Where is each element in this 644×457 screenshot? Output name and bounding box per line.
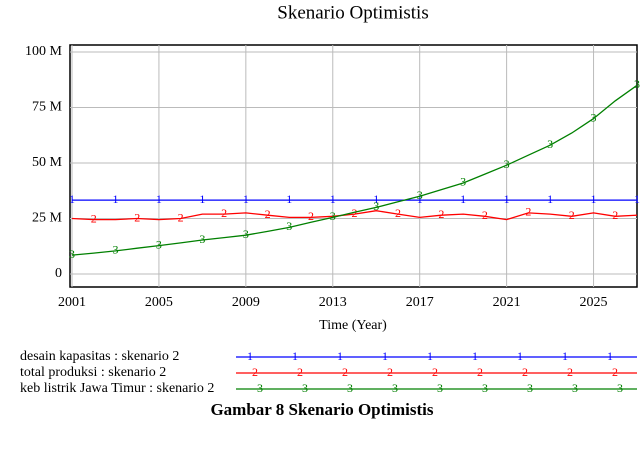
x-tick-label: 2009 [232, 295, 260, 310]
series-marker: 3 [69, 247, 75, 261]
legend-marker: 1 [247, 349, 253, 363]
series-marker: 2 [612, 208, 618, 222]
series-marker: 2 [178, 210, 184, 224]
series-marker: 2 [525, 205, 531, 219]
legend-marker: 1 [382, 349, 388, 363]
legend-marker: 2 [477, 365, 483, 379]
series-marker: 3 [330, 209, 336, 223]
y-tick-label: 100 M [25, 44, 63, 59]
series-marker: 2 [134, 210, 140, 224]
series-marker: 2 [482, 208, 488, 222]
legend-marker: 3 [257, 381, 263, 395]
legend-label: keb listrik Jawa Timur : skenario 2 [20, 381, 214, 396]
plot-frame [69, 44, 638, 288]
x-tick-label: 2017 [406, 295, 434, 310]
series-marker: 3 [504, 157, 510, 171]
series-marker: 1 [373, 192, 379, 206]
series-marker: 3 [417, 188, 423, 202]
x-tick-label: 2021 [493, 295, 521, 310]
legend-label: desain kapasitas : skenario 2 [20, 349, 179, 364]
series-marker: 1 [591, 192, 597, 206]
series-marker: 1 [112, 192, 118, 206]
series-marker: 3 [634, 77, 640, 91]
x-tick-label: 2001 [58, 295, 86, 310]
series-marker: 1 [417, 192, 423, 206]
series-marker: 2 [91, 211, 97, 225]
legend-marker: 1 [472, 349, 478, 363]
series-marker: 3 [112, 243, 118, 257]
legend-marker: 3 [527, 381, 533, 395]
series-marker: 3 [547, 137, 553, 151]
series-marker: 2 [308, 209, 314, 223]
x-tick-label: 2013 [319, 295, 347, 310]
legend-marker: 3 [392, 381, 398, 395]
legend-marker: 1 [292, 349, 298, 363]
series-marker: 1 [286, 192, 292, 206]
series-marker: 1 [243, 192, 249, 206]
legend-marker: 3 [302, 381, 308, 395]
legend-marker: 1 [517, 349, 523, 363]
legend-marker: 2 [387, 365, 393, 379]
series-marker: 3 [199, 232, 205, 246]
y-tick-label: 50 M [32, 155, 63, 170]
legend-marker: 1 [562, 349, 568, 363]
chart-title: Skenario Optimistis [277, 2, 428, 23]
series-marker: 1 [156, 192, 162, 206]
caption: Gambar 8 Skenario Optimistis [210, 400, 433, 419]
series-marker: 1 [634, 192, 640, 206]
legend-marker: 1 [337, 349, 343, 363]
series-marker: 1 [69, 192, 75, 206]
legend-marker: 3 [572, 381, 578, 395]
y-tick-label: 0 [55, 266, 62, 281]
legend-marker: 3 [347, 381, 353, 395]
series-marker: 1 [504, 192, 510, 206]
x-tick-label: 2025 [580, 295, 608, 310]
legend-marker: 2 [297, 365, 303, 379]
legend-marker: 2 [342, 365, 348, 379]
legend-marker: 1 [427, 349, 433, 363]
x-axis-label: Time (Year) [319, 318, 387, 333]
series-marker: 2 [438, 207, 444, 221]
x-tick-label: 2005 [145, 295, 173, 310]
series-marker: 3 [373, 199, 379, 213]
series-marker: 3 [286, 219, 292, 233]
y-tick-label: 25 M [32, 211, 63, 226]
series-marker: 2 [569, 208, 575, 222]
series-marker: 2 [221, 206, 227, 220]
series-marker: 1 [199, 192, 205, 206]
series-line [71, 210, 638, 221]
legend-marker: 2 [612, 365, 618, 379]
legend-marker: 1 [607, 349, 613, 363]
series-line [71, 84, 638, 256]
series-marker: 2 [395, 206, 401, 220]
series-marker: 1 [330, 192, 336, 206]
series-marker: 1 [547, 192, 553, 206]
legend-label: total produksi : skenario 2 [20, 365, 166, 380]
series-marker: 3 [243, 227, 249, 241]
legend-marker: 3 [617, 381, 623, 395]
series-marker: 2 [265, 207, 271, 221]
legend-marker: 2 [252, 365, 258, 379]
series-marker: 1 [460, 192, 466, 206]
series-marker: 3 [156, 237, 162, 251]
legend-marker: 2 [522, 365, 528, 379]
legend-marker: 2 [432, 365, 438, 379]
y-tick-label: 75 M [32, 100, 63, 115]
series-marker: 3 [460, 175, 466, 189]
legend-marker: 3 [437, 381, 443, 395]
legend-marker: 2 [567, 365, 573, 379]
legend-marker: 3 [482, 381, 488, 395]
series-marker: 3 [591, 110, 597, 124]
